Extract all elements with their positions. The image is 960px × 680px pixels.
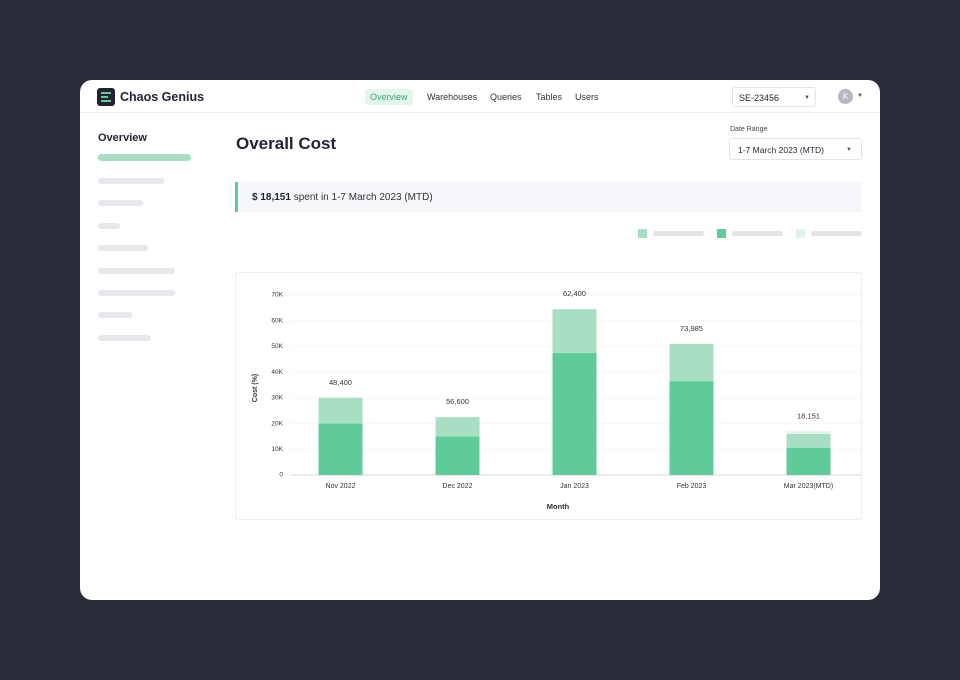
nav-item[interactable]: Users	[575, 92, 599, 102]
bar-annotation: 73,985	[680, 324, 703, 333]
x-tick-label: Nov 2022	[326, 483, 356, 490]
bar-annotation: 56,600	[446, 397, 469, 406]
app-window: Chaos Genius Overview Warehouses Queries…	[80, 80, 880, 600]
brand: Chaos Genius	[120, 90, 205, 104]
bar-segment	[786, 431, 831, 434]
x-tick-label: Jan 2023	[560, 483, 589, 490]
account: SE-23456	[739, 93, 780, 103]
date-range-label: Date Range	[730, 126, 768, 133]
y-tick-label: 30K	[271, 395, 283, 402]
bar-segment	[318, 423, 363, 475]
bar-segment	[435, 417, 480, 437]
y-tick-label: 0	[279, 472, 283, 479]
y-tick-label: 10K	[271, 446, 283, 453]
bar-annotation: 18,151	[797, 411, 820, 420]
avatar[interactable]: K	[838, 89, 853, 104]
legend-placeholder	[811, 231, 862, 236]
bar-segment	[318, 397, 363, 424]
header: Chaos Genius Overview Warehouses Queries…	[80, 80, 880, 113]
logo	[97, 88, 115, 106]
y-axis-title: Cost (%)	[252, 374, 259, 402]
legend-placeholder	[653, 231, 704, 236]
bar-segment	[669, 381, 714, 475]
legend-placeholder	[732, 231, 783, 236]
y-tick-label: 20K	[271, 420, 283, 427]
y-tick-label: 60K	[271, 317, 283, 324]
bar-annotation: 62,400	[563, 289, 586, 298]
sidebar-placeholder	[98, 335, 151, 341]
chart-panel: 0 10K 20K 30K 40K 50K 60K 70K Cost (%) Month Nov 2…	[235, 272, 862, 520]
y-tick-label: 50K	[271, 343, 283, 350]
page-title: Overall Cost	[236, 134, 337, 153]
cost-banner: $ 18,151 spent in 1-7 March 2023 (MTD)	[235, 182, 862, 212]
y-tick-label: 70K	[271, 292, 283, 299]
x-tick-label: Feb 2023	[677, 483, 707, 490]
x-axis-title: Month	[547, 502, 570, 511]
x-tick-label: Dec 2022	[443, 483, 473, 490]
legend-swatch	[717, 229, 726, 238]
bar-segment	[552, 352, 597, 475]
legend-swatch	[796, 229, 805, 238]
nav-item[interactable]: Warehouses	[427, 92, 478, 102]
sidebar-title: Overview	[98, 132, 147, 144]
sidebar-placeholder	[98, 223, 120, 229]
banner-text: spent in 1-7 March 2023 (MTD)	[293, 192, 433, 203]
bar-annotation: 48,400	[329, 378, 352, 387]
sidebar-placeholder	[98, 200, 143, 206]
nav-item[interactable]: Overview	[365, 89, 413, 105]
bar-segment	[786, 433, 831, 448]
bar-segment	[552, 309, 597, 353]
sidebar-placeholder	[98, 178, 164, 184]
legend-swatch	[638, 229, 647, 238]
avatar-caret: ▼	[857, 93, 863, 99]
sidebar-placeholder	[98, 290, 175, 296]
sidebar-placeholder	[98, 312, 132, 318]
bar-segment	[435, 436, 480, 475]
x-tick-label: Mar 2023(MTD)	[784, 483, 833, 490]
banner-amount: $ 18,151	[252, 192, 291, 203]
sidebar-placeholder	[98, 245, 148, 251]
nav-item[interactable]: Queries	[490, 92, 522, 102]
date-range: 1-7 March 2023 (MTD)	[738, 145, 824, 155]
chart: 0 10K 20K 30K 40K 50K 60K 70K Cost (%) Month Nov 2…	[252, 289, 862, 511]
bar-segment	[786, 448, 831, 475]
date-range-select[interactable]: 1-7 March 2023 (MTD) ▼	[729, 138, 862, 160]
account-select[interactable]: SE-23456 ▼	[732, 87, 816, 107]
sidebar-placeholder	[98, 154, 191, 161]
sidebar-placeholder	[98, 268, 175, 274]
y-tick-label: 40K	[271, 369, 283, 376]
nav-item[interactable]: Tables	[536, 92, 563, 102]
bar-segment	[669, 343, 714, 382]
